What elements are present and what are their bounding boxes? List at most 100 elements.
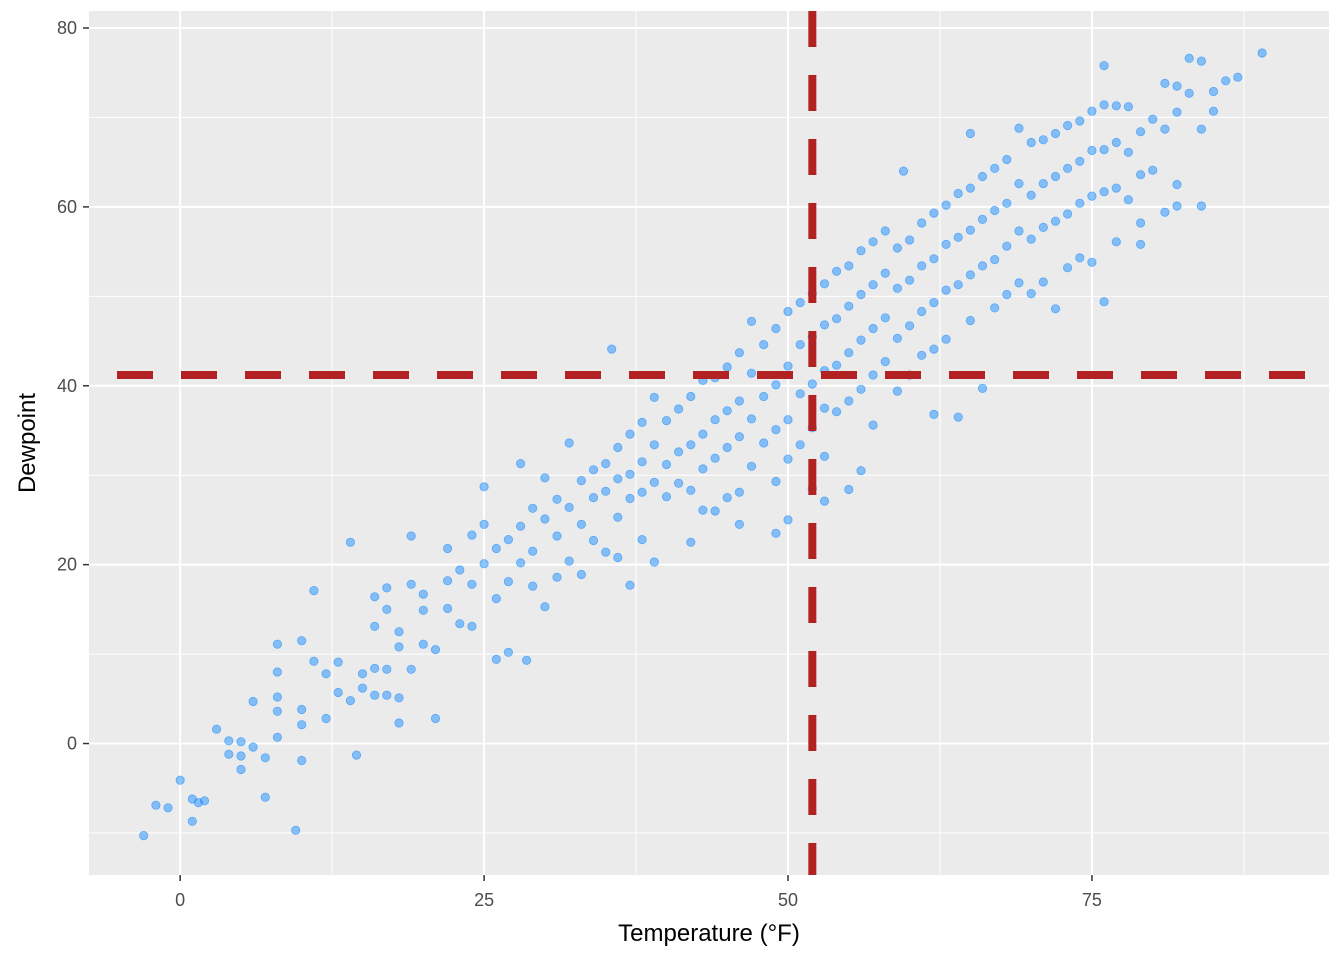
- data-point: [819, 320, 830, 330]
- data-point: [442, 543, 453, 554]
- data-point: [771, 380, 781, 390]
- data-point: [953, 232, 963, 242]
- data-point: [564, 438, 574, 448]
- data-point: [260, 753, 270, 763]
- x-tick-label: 0: [175, 890, 185, 910]
- data-point: [1160, 207, 1170, 217]
- data-point: [698, 505, 708, 515]
- data-point: [734, 396, 745, 406]
- data-point: [607, 344, 617, 354]
- data-point: [601, 486, 611, 496]
- data-point: [868, 323, 878, 334]
- data-point: [819, 496, 830, 506]
- data-point: [528, 546, 538, 556]
- data-point: [880, 226, 890, 236]
- data-point: [977, 383, 988, 393]
- data-point: [831, 314, 842, 324]
- data-point: [1136, 239, 1146, 249]
- data-point: [637, 417, 647, 427]
- data-point: [1208, 106, 1219, 116]
- y-axis-ticks: 0 20 40 60 80: [57, 18, 89, 754]
- data-point: [1172, 107, 1182, 117]
- data-point: [272, 639, 282, 649]
- data-point: [844, 348, 854, 358]
- data-point: [771, 424, 781, 435]
- data-point: [929, 409, 939, 419]
- data-point: [673, 478, 684, 488]
- data-point: [965, 270, 976, 280]
- data-point: [491, 654, 501, 665]
- data-point: [357, 683, 368, 693]
- data-point: [898, 166, 909, 176]
- data-point: [698, 429, 708, 439]
- data-point: [1063, 163, 1073, 173]
- data-point: [224, 736, 234, 746]
- data-point: [831, 266, 842, 276]
- data-point: [151, 800, 161, 810]
- data-point: [868, 237, 878, 247]
- data-point: [1050, 304, 1061, 314]
- data-point: [1026, 288, 1036, 299]
- data-point: [1172, 201, 1182, 211]
- data-point: [880, 313, 890, 323]
- data-point: [1087, 257, 1097, 267]
- data-point: [904, 275, 915, 285]
- data-point: [333, 687, 343, 698]
- x-tick-label: 75: [1082, 890, 1102, 910]
- data-point: [613, 552, 623, 563]
- data-point: [297, 720, 307, 730]
- data-point: [515, 458, 526, 469]
- data-point: [212, 724, 222, 734]
- data-point: [990, 205, 1000, 216]
- y-axis-title: Dewpoint: [14, 393, 41, 493]
- data-point: [819, 403, 830, 413]
- data-point: [637, 534, 647, 545]
- data-point: [613, 512, 623, 522]
- data-point: [929, 208, 939, 218]
- data-point: [1075, 116, 1085, 126]
- data-point: [783, 415, 793, 425]
- data-point: [163, 803, 173, 813]
- data-point: [187, 816, 197, 826]
- data-point: [771, 528, 781, 538]
- data-point: [1026, 137, 1036, 148]
- data-point: [1087, 145, 1097, 156]
- data-point: [917, 261, 927, 271]
- data-point: [418, 589, 428, 599]
- data-point: [467, 530, 477, 540]
- data-point: [856, 335, 866, 345]
- data-point: [819, 451, 830, 461]
- data-point: [1063, 263, 1073, 273]
- data-point: [418, 639, 428, 649]
- y-tick-label: 80: [57, 18, 77, 38]
- data-point: [370, 621, 380, 632]
- y-tick-label: 40: [57, 376, 77, 396]
- data-point: [491, 593, 501, 604]
- data-point: [746, 414, 757, 424]
- data-point: [746, 316, 757, 326]
- data-point: [990, 303, 1000, 313]
- data-point: [503, 534, 513, 545]
- data-point: [382, 690, 392, 700]
- data-point: [661, 459, 672, 470]
- data-point: [892, 386, 903, 396]
- data-point: [540, 602, 550, 612]
- data-point: [904, 235, 915, 245]
- data-point: [515, 521, 526, 531]
- data-point: [394, 718, 404, 728]
- data-point: [528, 503, 538, 513]
- data-point: [965, 128, 976, 139]
- data-point: [795, 339, 805, 350]
- data-point: [734, 348, 745, 358]
- data-point: [722, 442, 732, 453]
- data-point: [1111, 183, 1121, 193]
- data-point: [783, 306, 793, 317]
- data-point: [297, 704, 307, 715]
- data-point: [1208, 86, 1219, 97]
- data-point: [892, 283, 903, 293]
- data-point: [382, 664, 392, 674]
- data-point: [929, 344, 939, 354]
- data-point: [990, 255, 1000, 265]
- data-point: [1136, 218, 1146, 228]
